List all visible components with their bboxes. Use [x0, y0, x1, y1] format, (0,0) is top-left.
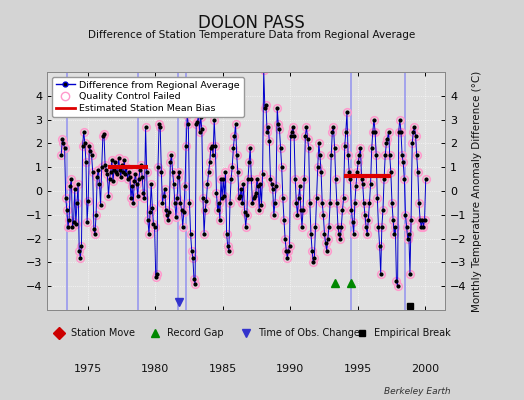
Text: Time of Obs. Change: Time of Obs. Change [258, 328, 360, 338]
Text: Difference of Station Temperature Data from Regional Average: Difference of Station Temperature Data f… [88, 30, 415, 40]
Text: Empirical Break: Empirical Break [374, 328, 451, 338]
Text: 1995: 1995 [344, 364, 372, 374]
Text: Record Gap: Record Gap [167, 328, 223, 338]
Text: 1985: 1985 [209, 364, 237, 374]
Text: 1980: 1980 [141, 364, 169, 374]
Text: 2000: 2000 [411, 364, 439, 374]
Text: 1990: 1990 [276, 364, 304, 374]
Y-axis label: Monthly Temperature Anomaly Difference (°C): Monthly Temperature Anomaly Difference (… [472, 70, 482, 312]
Text: Station Move: Station Move [71, 328, 135, 338]
Legend: Difference from Regional Average, Quality Control Failed, Estimated Station Mean: Difference from Regional Average, Qualit… [52, 77, 244, 117]
Text: 1975: 1975 [73, 364, 102, 374]
Text: Berkeley Earth: Berkeley Earth [384, 387, 451, 396]
Text: DOLON PASS: DOLON PASS [198, 14, 305, 32]
